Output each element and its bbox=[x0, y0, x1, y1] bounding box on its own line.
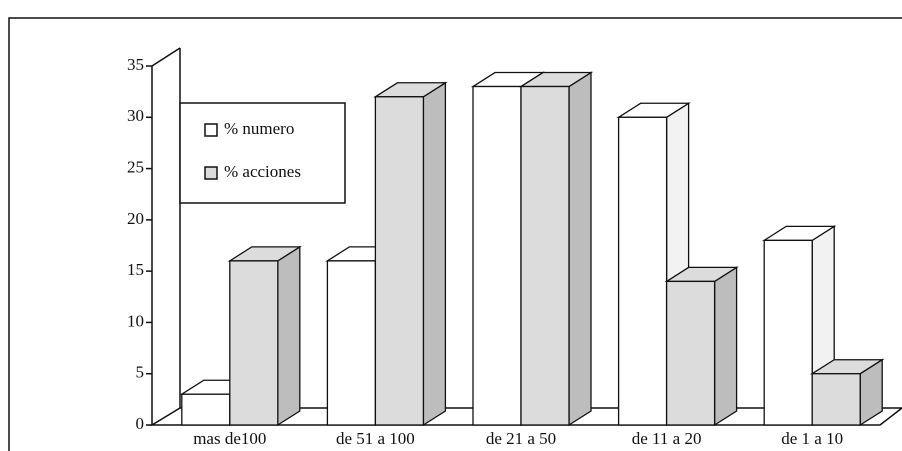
bar-side bbox=[277, 245, 301, 427]
legend: % numero % acciones bbox=[179, 102, 346, 204]
bar bbox=[472, 85, 522, 426]
bar bbox=[763, 239, 813, 426]
x-tick-label: de 1 a 10 bbox=[781, 429, 843, 448]
legend-swatch bbox=[204, 123, 218, 137]
y-tick-label: 10 bbox=[127, 311, 144, 330]
y-tick-label: 25 bbox=[127, 157, 144, 176]
y-tick-label: 30 bbox=[127, 106, 144, 125]
legend-swatch bbox=[204, 166, 218, 180]
y-tick-label: 20 bbox=[127, 209, 144, 228]
frame bbox=[8, 17, 902, 451]
bar-side bbox=[422, 81, 447, 427]
x-tick-label: de 51 a 100 bbox=[336, 429, 415, 448]
bar bbox=[811, 373, 861, 426]
bar bbox=[374, 96, 425, 426]
legend-label: % numero bbox=[224, 119, 294, 138]
bar-side bbox=[568, 71, 592, 427]
bar bbox=[665, 280, 716, 426]
axis-top-edge bbox=[151, 47, 181, 67]
bar bbox=[326, 260, 377, 426]
bar bbox=[229, 260, 279, 426]
bar bbox=[520, 85, 570, 426]
x-tick-label: mas de100 bbox=[193, 429, 266, 448]
legend-label: % acciones bbox=[224, 162, 301, 181]
bar bbox=[617, 116, 668, 426]
bar-side bbox=[713, 266, 738, 427]
y-tick-label: 0 bbox=[136, 414, 145, 433]
bar bbox=[181, 393, 231, 426]
x-tick-label: de 11 a 20 bbox=[632, 429, 702, 448]
y-tick-label: 5 bbox=[136, 363, 145, 382]
y-tick-label: 35 bbox=[127, 55, 144, 74]
legend-box bbox=[179, 102, 346, 204]
y-tick-label: 15 bbox=[127, 260, 144, 279]
x-tick-label: de 21 a 50 bbox=[486, 429, 556, 448]
